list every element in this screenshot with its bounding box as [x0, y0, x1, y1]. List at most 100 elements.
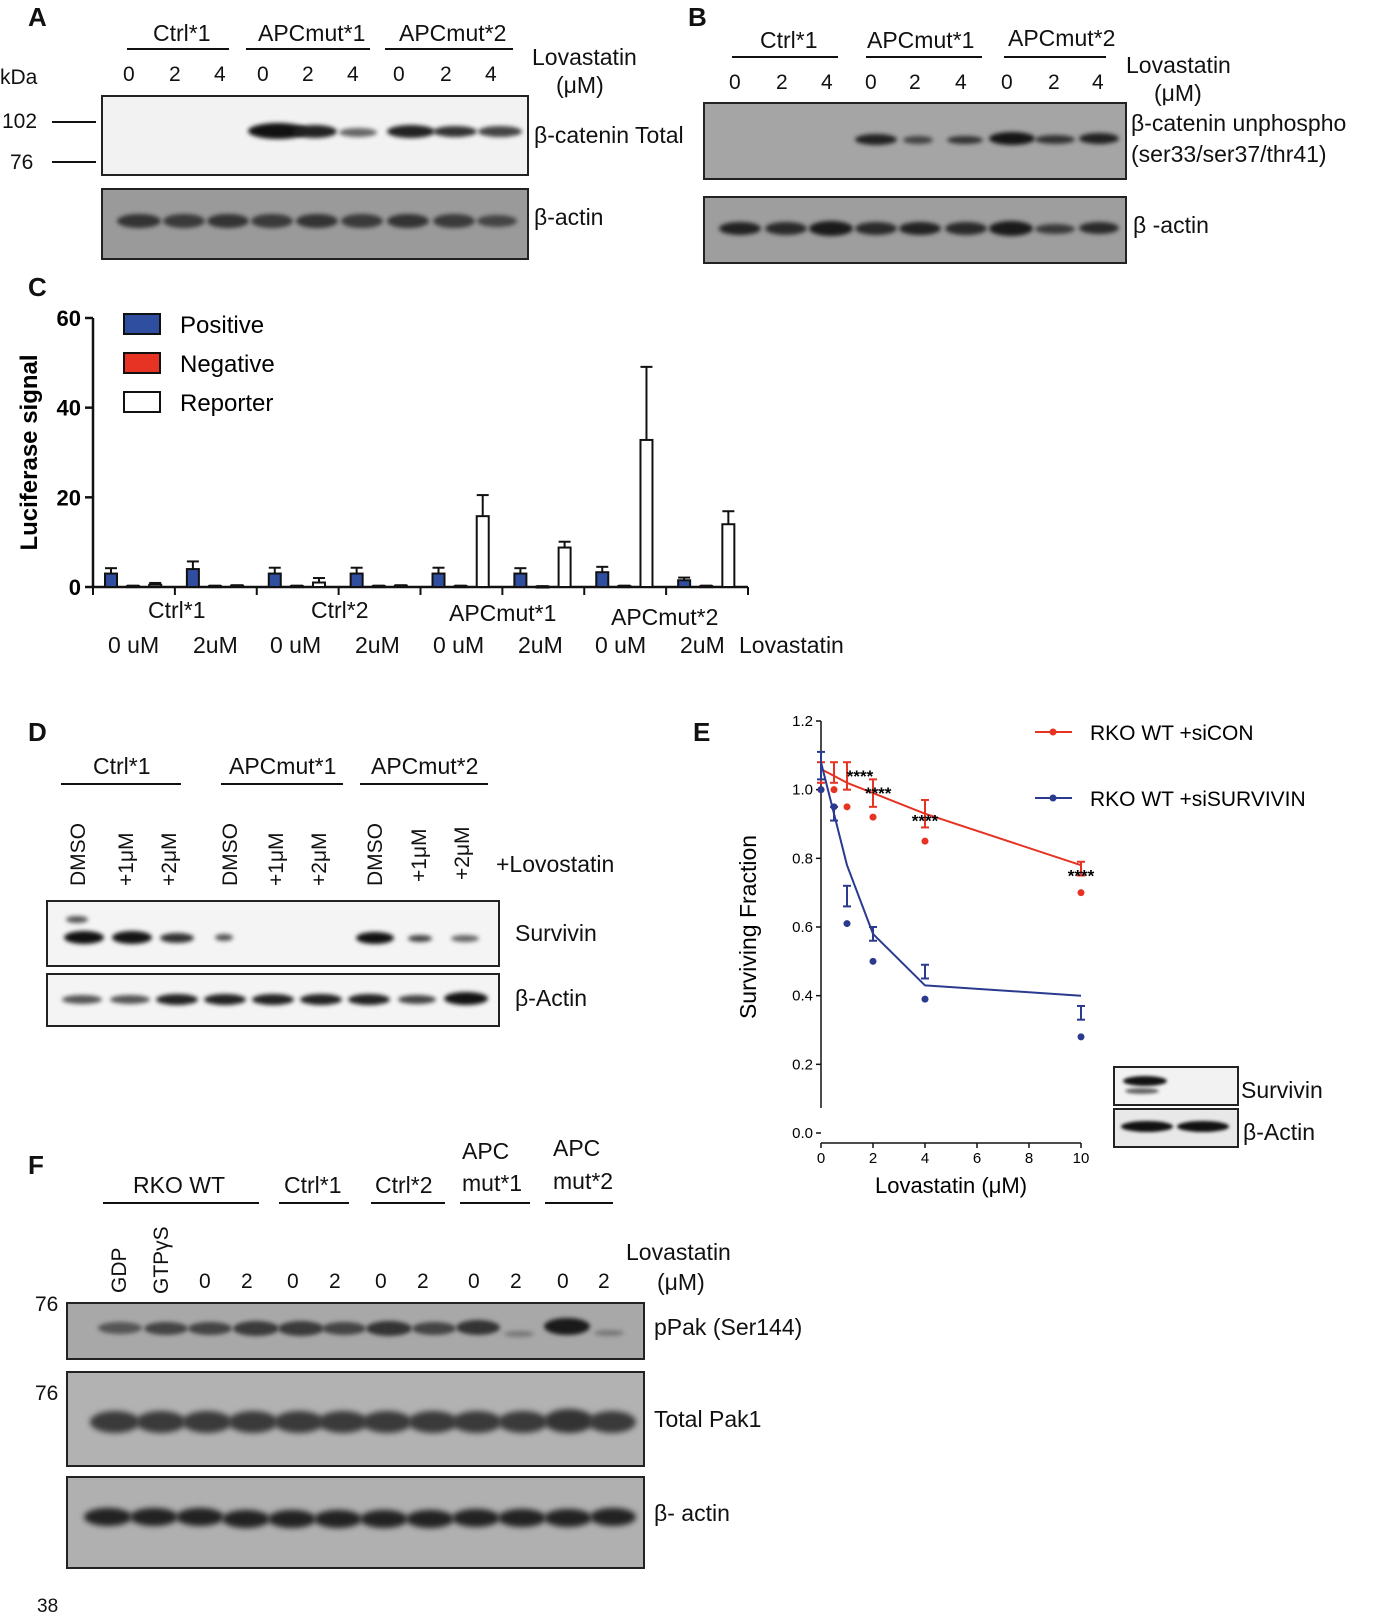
x-axis-label: Lovastatin (μM): [875, 1173, 1027, 1198]
band: [366, 1321, 412, 1336]
group-label: APCmut*2: [399, 20, 507, 46]
lane-label: 0: [1001, 71, 1013, 94]
group-label: APCmut*1: [258, 20, 366, 46]
surviving-fraction-chart: 0.0 0.2 0.4 0.6 0.8 1.0 1.2 0 2 4 6 8 10 Lovastatin (…: [735, 713, 1306, 1198]
band: [268, 1510, 316, 1528]
band: [136, 1411, 186, 1433]
panel-label-e: E: [693, 717, 711, 747]
bar: [721, 523, 736, 589]
band: [215, 934, 233, 941]
band: [903, 136, 933, 144]
mw-marker: 102: [2, 110, 38, 133]
group-label: mut*1: [462, 1170, 523, 1196]
blot-beta-catenin-unphospho: [703, 102, 1127, 180]
data-point: [843, 803, 851, 811]
band: [362, 1411, 412, 1433]
band: [1121, 1121, 1173, 1132]
x-tick-label: 0: [817, 1150, 825, 1167]
y-tick-label: 60: [57, 306, 81, 331]
bar: [267, 572, 282, 588]
band: [498, 1509, 546, 1527]
x-tick-label: 2: [869, 1150, 877, 1167]
group-underline: [279, 1202, 349, 1204]
x-tick-label: 4: [921, 1150, 929, 1167]
treatment-unit: (μM): [657, 1269, 705, 1295]
treatment-label: Lovastatin: [626, 1239, 731, 1265]
bar: [639, 438, 654, 588]
blot-label: pPak (Ser144): [654, 1314, 803, 1340]
mw-marker: 76: [35, 1382, 59, 1405]
mw-marker: 76: [10, 151, 34, 174]
band: [160, 933, 194, 943]
band: [452, 1509, 500, 1527]
x-group-label: APCmut*1: [449, 600, 557, 626]
y-tick-label: 0.2: [792, 1056, 813, 1073]
band: [360, 1510, 408, 1528]
band: [947, 136, 983, 144]
blot-ppak: [66, 1302, 645, 1360]
band: [66, 916, 88, 923]
lane-label: +1μM: [265, 832, 288, 886]
group-underline: [385, 48, 513, 50]
bar: [185, 568, 200, 589]
dose-label: 2uM: [355, 632, 400, 658]
lane-label: 0: [287, 1270, 299, 1293]
luciferase-bar-chart: 0 20 40 60 Luciferase signal Positive Negative…: [16, 306, 749, 600]
legend-swatch: [123, 391, 161, 413]
treatment-label: Lovastatin: [739, 632, 844, 658]
band: [387, 214, 429, 228]
inset-blot-actin: [1113, 1108, 1239, 1148]
bar: [475, 515, 490, 588]
x-tick-label: 6: [973, 1150, 981, 1167]
marker-tick: [52, 161, 96, 163]
significance-mark: ****: [912, 812, 939, 831]
group-label: mut*2: [553, 1168, 614, 1194]
x-group-label: APCmut*2: [611, 604, 719, 630]
band: [163, 214, 205, 228]
band: [112, 931, 152, 944]
data-point: [921, 995, 929, 1003]
dose-label: 0 uM: [433, 632, 485, 658]
panel-label-b: B: [688, 2, 707, 32]
legend-label: Negative: [180, 351, 275, 378]
group-label: Ctrl*1: [284, 1172, 342, 1198]
lane-label: 2: [417, 1270, 429, 1293]
lane-label: 2: [1048, 71, 1060, 94]
group-underline: [221, 783, 343, 785]
lane-label: 2: [909, 71, 921, 94]
group-underline: [360, 783, 488, 785]
blot-label: β-catenin Total: [534, 122, 684, 148]
band: [1079, 133, 1119, 144]
lane-label: 0: [468, 1270, 480, 1293]
panel-label-c: C: [28, 272, 47, 302]
band: [233, 1321, 279, 1336]
y-tick-label: 1.0: [792, 782, 813, 799]
band: [989, 221, 1033, 236]
band: [855, 222, 897, 235]
bar: [513, 572, 528, 588]
legend-label: Reporter: [180, 390, 273, 417]
bar: [349, 572, 364, 588]
significance-mark: ****: [865, 784, 892, 803]
group-underline: [545, 1202, 613, 1204]
lane-label: 0: [123, 63, 135, 86]
lane-label: GDP: [108, 1247, 131, 1293]
bar: [148, 583, 163, 588]
band: [809, 221, 853, 236]
lane-label: 4: [821, 71, 833, 94]
data-point: [830, 786, 838, 794]
band: [144, 1322, 188, 1335]
data-point: [1077, 1033, 1085, 1041]
bar: [311, 581, 326, 588]
band: [207, 214, 249, 228]
group-label: APCmut*2: [371, 753, 479, 779]
group-underline: [246, 48, 370, 50]
band: [1035, 135, 1075, 144]
band: [408, 1411, 458, 1433]
band: [590, 1508, 636, 1526]
band: [176, 1508, 224, 1526]
band: [248, 123, 308, 139]
band: [110, 995, 150, 1004]
blot-label: β -actin: [1133, 212, 1209, 238]
band: [444, 992, 488, 1005]
